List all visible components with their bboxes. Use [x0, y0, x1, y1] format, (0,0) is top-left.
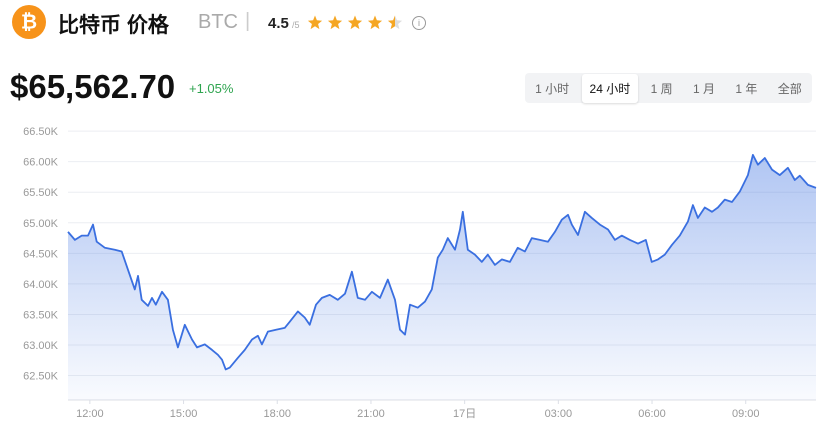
stars — [307, 15, 403, 30]
range-tab[interactable]: 1 月 — [692, 81, 715, 96]
price: $65,562.70 — [10, 68, 176, 105]
star — [347, 15, 363, 30]
star — [367, 15, 383, 30]
y-tick-label: 65.00K — [23, 218, 59, 230]
logo: ₿ — [12, 5, 46, 39]
x-tick-label: 06:00 — [638, 408, 666, 420]
y-tick-label: 64.50K — [23, 248, 59, 260]
range-tab[interactable]: 1 小时 — [535, 81, 570, 96]
range-tab[interactable]: 24 小时 — [581, 73, 639, 103]
x-tick-label: 18:00 — [263, 408, 291, 420]
range-tabs: 1 小时 24 小时 1 周 1 月 1 年 全部 — [525, 73, 812, 103]
star — [387, 15, 403, 30]
rating-scale: /5 — [292, 20, 300, 30]
range-tab[interactable]: 1 年 — [735, 81, 758, 96]
title: 比特币 价格 — [58, 14, 169, 37]
price-change: +1.05% — [189, 81, 234, 96]
y-tick-label: 65.50K — [23, 187, 59, 199]
y-tick-label: 63.50K — [23, 309, 59, 321]
x-tick-label: 21:00 — [357, 408, 385, 420]
x-tick-label: 15:00 — [170, 408, 198, 420]
range-tab[interactable]: 全部 — [777, 81, 802, 96]
y-tick-label: 66.50K — [23, 126, 59, 138]
separator: | — [245, 10, 251, 32]
x-tick-label: 12:00 — [76, 408, 104, 420]
info-icon[interactable]: i — [412, 16, 426, 30]
x-tick-label: 09:00 — [732, 408, 760, 420]
rating: 4.5 — [268, 15, 289, 32]
y-tick-label: 62.50K — [23, 371, 59, 383]
range-tab[interactable]: 1 周 — [650, 81, 673, 96]
symbol: BTC — [198, 11, 238, 33]
y-tick-label: 64.00K — [23, 279, 59, 291]
y-tick-label: 66.00K — [23, 157, 59, 169]
star — [327, 15, 343, 30]
logo-symbol: ₿ — [21, 11, 37, 33]
area — [68, 154, 816, 400]
x-tick-label: 17日 — [453, 408, 476, 420]
star — [307, 15, 323, 30]
y-tick-label: 63.00K — [23, 340, 59, 352]
price-line — [67, 154, 817, 371]
x-tick-label: 03:00 — [545, 408, 573, 420]
